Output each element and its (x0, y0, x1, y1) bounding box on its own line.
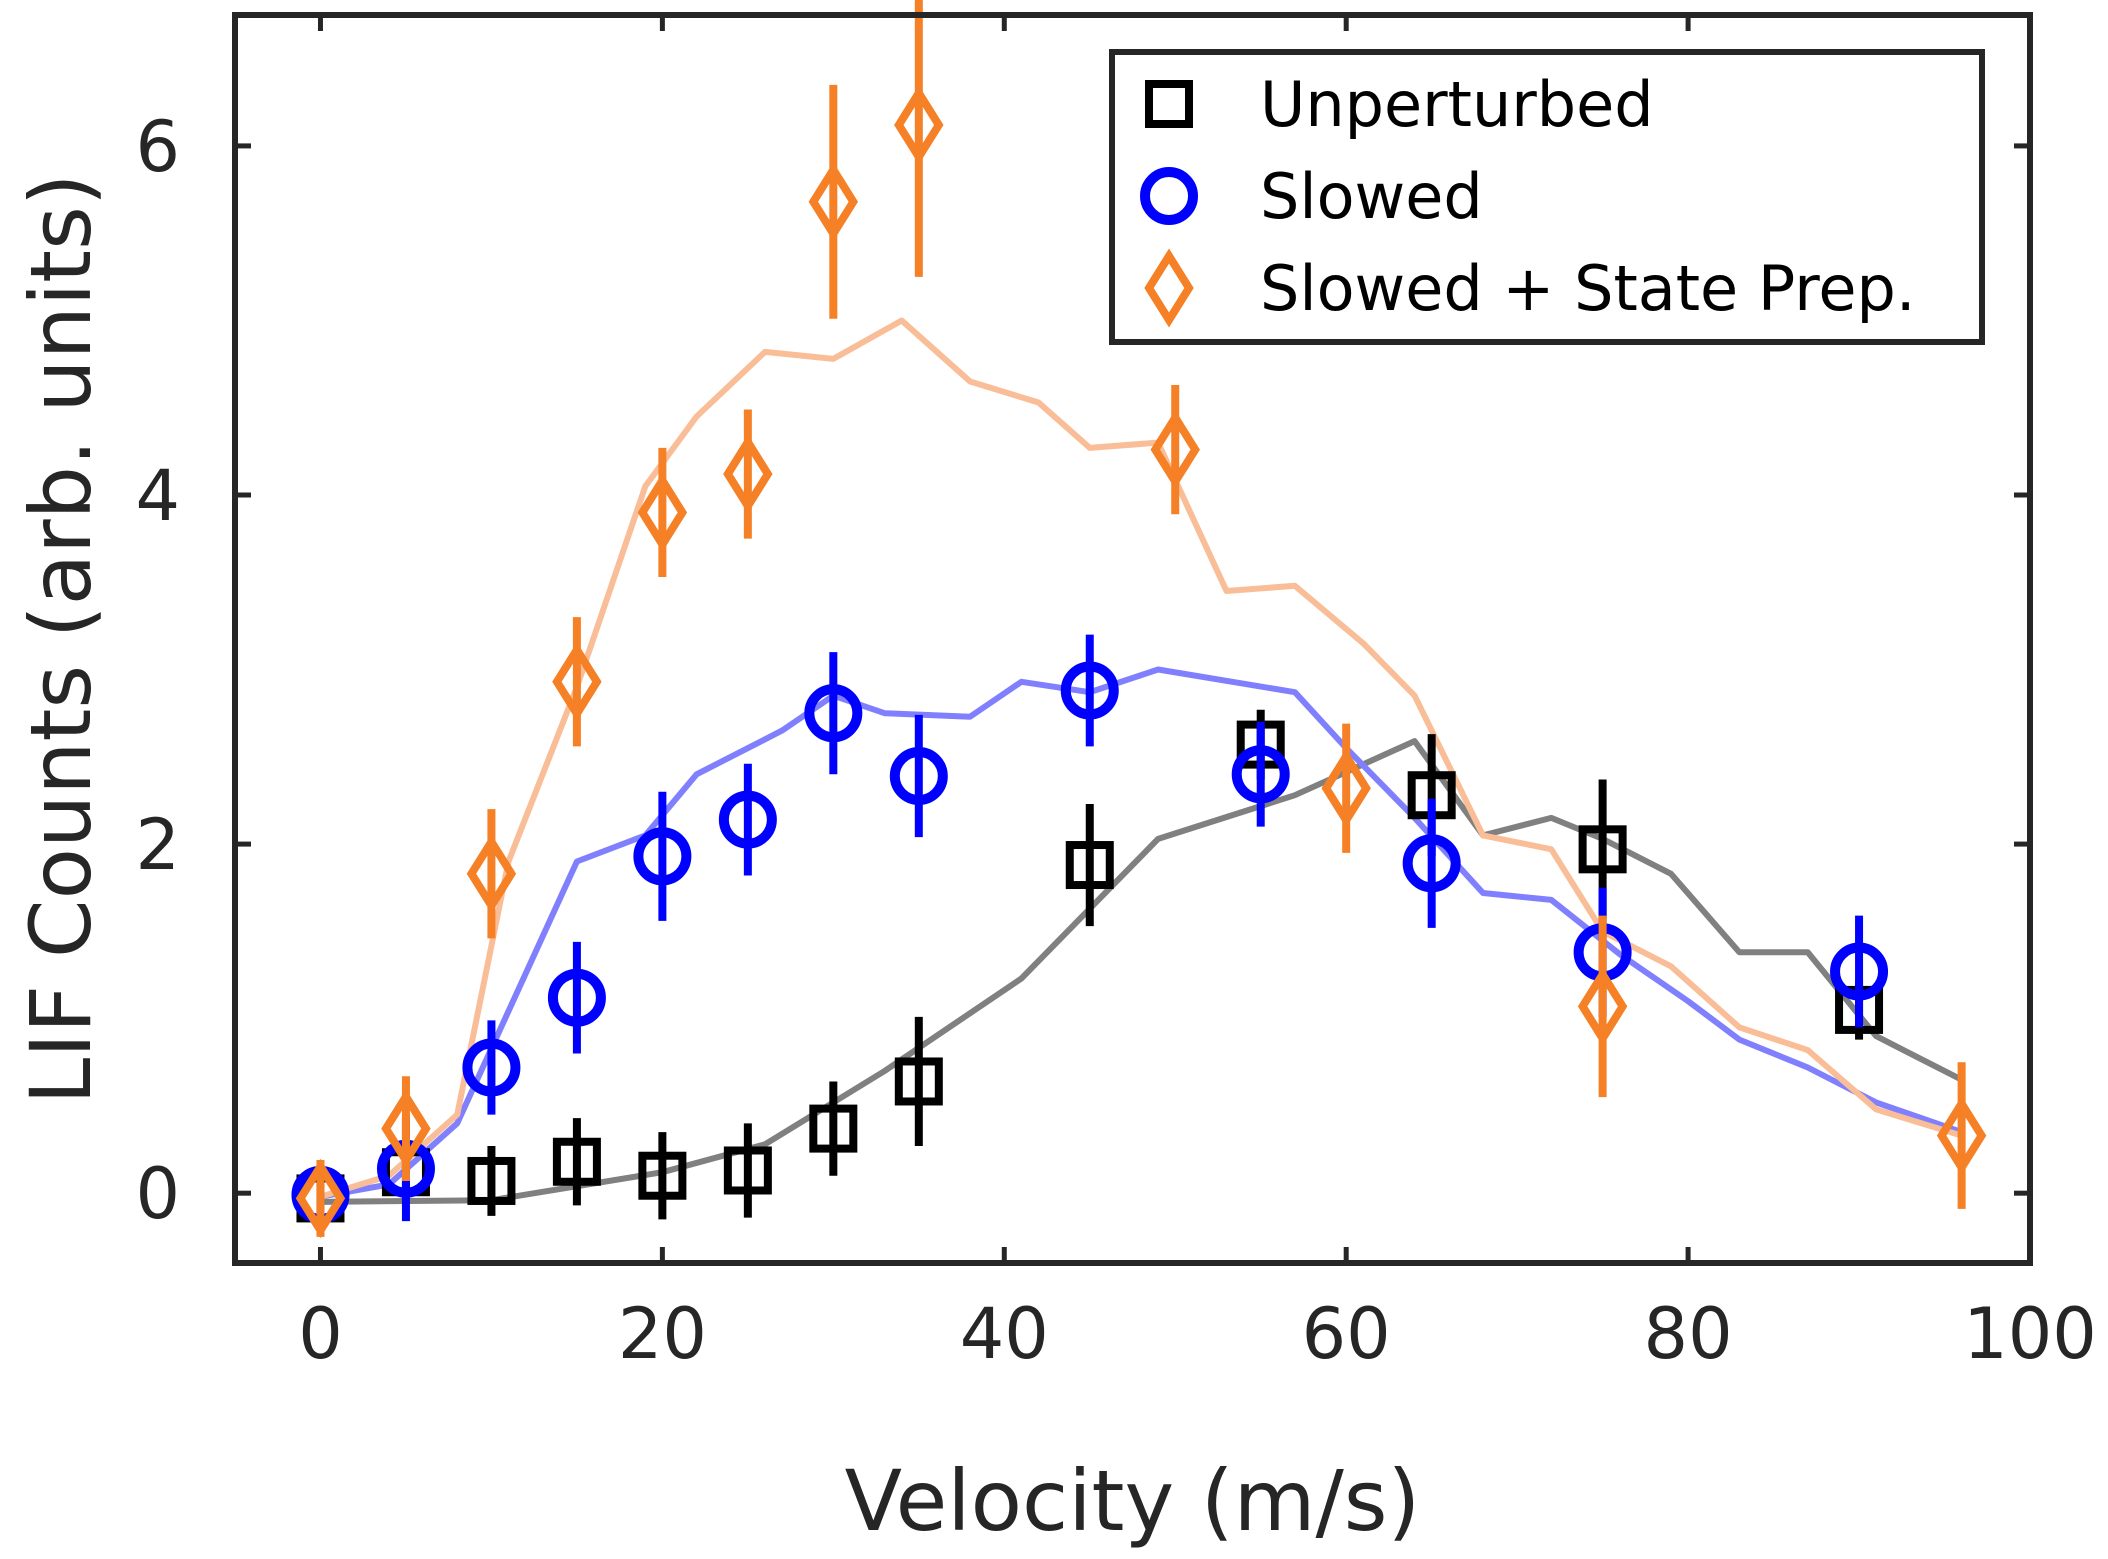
legend-marker-2 (1144, 248, 1194, 328)
y-tick-label: 2 (135, 804, 180, 886)
data-point-2-5 (723, 434, 773, 514)
y-axis-title: LIF Counts (arb. units) (12, 173, 110, 1104)
curve-1 (319, 666, 1963, 1200)
data-point-0-3 (552, 1137, 601, 1186)
y-tick-labels: 0 2 4 6 (135, 106, 180, 1235)
plot-frame (232, 12, 2033, 1266)
axis-ticks (235, 15, 2033, 1263)
x-tick-label: 20 (618, 1293, 707, 1375)
data-point-2-1 (381, 1089, 431, 1169)
x-tick-label: 40 (960, 1293, 1049, 1375)
data-point-2-7 (894, 85, 944, 165)
data-point-0-4 (638, 1151, 687, 1200)
y-tick-label: 0 (135, 1153, 180, 1235)
data-point-1-10 (1402, 834, 1461, 893)
data-point-2-11 (1936, 1096, 1987, 1176)
x-tick-labels: 0 20 40 60 80 100 (298, 1293, 2097, 1375)
x-tick-label: 0 (298, 1293, 343, 1375)
data-point-1-6 (804, 684, 863, 743)
data-point-1-12 (1830, 942, 1889, 1001)
data-point-2-10 (1577, 966, 1628, 1046)
legend: Unperturbed Slowed Slowed + State Prep. (1109, 49, 1985, 345)
data-point-1-3 (547, 968, 606, 1027)
legend-marker-0 (1145, 80, 1193, 128)
data-point-0-11 (1578, 825, 1627, 874)
data-point-0-5 (723, 1146, 772, 1195)
data-point-2-0 (295, 1158, 346, 1238)
y-tick-label: 6 (135, 106, 180, 188)
data-point-0-8 (1065, 841, 1114, 890)
data-point-1-4 (633, 827, 692, 886)
data-point-1-5 (718, 790, 777, 849)
data-points (291, 0, 1987, 1238)
x-tick-label: 100 (1963, 1293, 2097, 1375)
data-point-0-6 (809, 1104, 858, 1153)
data-point-2-2 (466, 834, 517, 914)
data-point-0-7 (894, 1057, 943, 1106)
legend-label-0: Unperturbed (1260, 68, 1654, 141)
data-point-1-8 (1060, 661, 1119, 720)
data-point-2-8 (1150, 410, 1200, 490)
data-point-2-4 (637, 472, 688, 553)
data-point-0-2 (467, 1156, 516, 1205)
y-tick-label: 4 (135, 455, 180, 537)
legend-label-2: Slowed + State Prep. (1260, 252, 1916, 325)
x-tick-label: 80 (1644, 1293, 1733, 1375)
data-point-1-9 (1231, 745, 1290, 804)
legend-marker-1 (1140, 167, 1198, 225)
data-point-2-6 (808, 162, 859, 242)
data-point-2-3 (552, 642, 602, 722)
legend-box (1109, 49, 1985, 345)
x-tick-label: 60 (1302, 1293, 1391, 1375)
data-point-1-7 (889, 747, 948, 806)
data-point-2-9 (1321, 748, 1371, 828)
x-axis-title: Velocity (m/s) (845, 1452, 1421, 1550)
legend-label-1: Slowed (1260, 160, 1483, 233)
curve-2 (319, 317, 1963, 1200)
data-point-1-2 (462, 1038, 521, 1097)
